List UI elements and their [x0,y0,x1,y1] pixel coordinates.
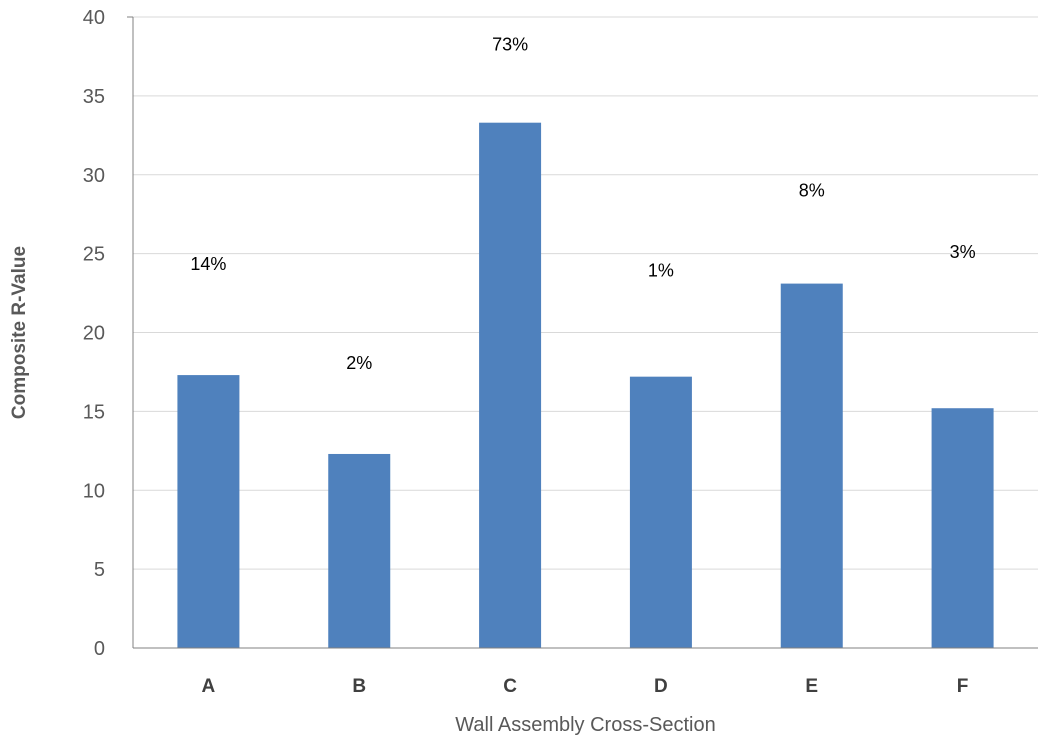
x-tick-label: B [352,676,366,697]
data-labels: 14% 2% 73% 1% 8% 3% [190,35,975,373]
y-tick-label: 35 [83,86,105,108]
data-label: 3% [950,242,976,262]
y-tick-label: 10 [83,480,105,502]
bar-d [629,376,692,648]
bar-b [328,453,391,648]
y-tick-labels: 0 5 10 15 20 25 30 35 40 [83,7,105,660]
x-tick-label: D [654,676,668,697]
bar-a [177,375,240,648]
bars-group [177,122,994,648]
gridlines [133,16,1038,570]
data-label: 1% [648,261,674,281]
y-axis-title: Composite R-Value [9,246,30,419]
x-axis-title: Wall Assembly Cross-Section [455,714,715,736]
data-label: 14% [190,254,226,274]
y-tick-label: 40 [83,7,105,29]
data-label: 2% [346,353,372,373]
y-tick-label: 5 [94,559,105,581]
axes [127,16,1038,649]
y-tick-label: 0 [94,638,105,660]
x-tick-label: C [503,676,517,697]
x-tick-labels: A B C D E F [202,676,969,697]
y-tick-label: 25 [83,244,105,266]
bar-f [931,408,994,648]
data-label: 8% [799,181,825,201]
x-tick-label: E [805,676,818,697]
bar-c [479,122,542,648]
bar-e [780,283,843,648]
y-tick-label: 15 [83,401,105,423]
y-tick-label: 20 [83,323,105,345]
x-tick-label: F [957,676,969,697]
data-label: 73% [492,35,528,55]
y-tick-label: 30 [83,165,105,187]
x-tick-label: A [202,676,216,697]
